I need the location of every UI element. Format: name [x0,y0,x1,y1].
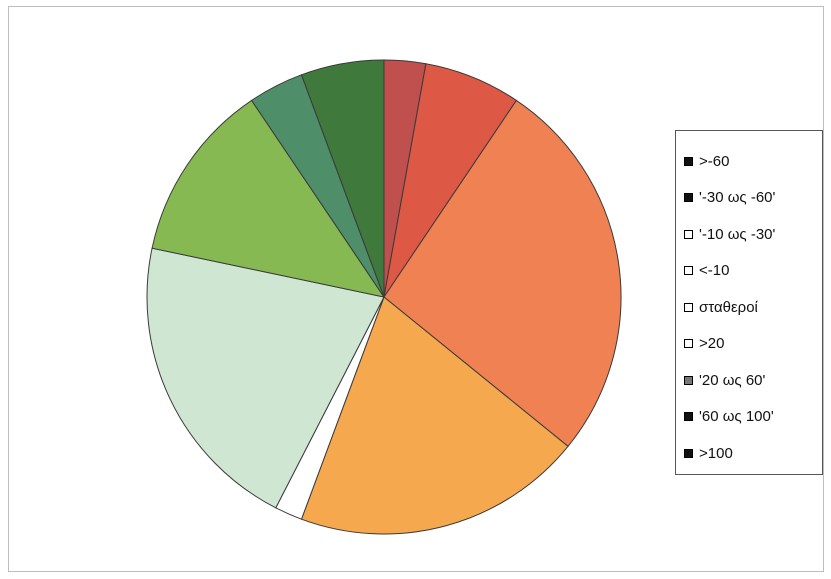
legend-swatch-1 [684,193,693,203]
legend-item-1: '-30 ως -60' [684,180,822,217]
legend-swatch-0 [684,156,693,166]
legend-item-0: >-60 [684,143,822,180]
legend-label-6: '20 ως 60' [699,371,766,389]
legend-swatch-5 [684,339,693,349]
legend-swatch-4 [684,302,693,312]
legend-label-0: >-60 [699,152,730,170]
legend-item-5: >20 [684,326,822,363]
pie-slice-3 [300,296,569,535]
pie-slice-2 [383,99,622,448]
legend-item-3: <-10 [684,253,822,290]
legend-label-8: >100 [699,444,733,462]
legend-swatch-2 [684,229,693,239]
legend-item-2: '-10 ως -30' [684,216,822,253]
legend-label-1: '-30 ως -60' [699,189,776,207]
legend-label-7: '60 ως 100' [699,408,774,426]
pie-slice-6 [151,99,386,298]
pie-slice-8 [300,59,385,298]
legend-item-4: σταθεροί [684,289,822,326]
chart-legend: >-60 '-30 ως -60' '-10 ως -30' <-10 σταθεροί… [675,130,823,475]
legend-label-2: '-10 ως -30' [699,225,776,243]
legend-item-6: '20 ως 60' [684,362,822,399]
legend-swatch-7 [684,412,693,422]
legend-label-3: <-10 [699,262,730,280]
legend-swatch-6 [684,375,693,385]
legend-label-5: >20 [699,335,725,353]
legend-label-4: σταθεροί [699,298,758,316]
legend-swatch-8 [684,448,693,458]
pie-slice-5 [146,247,385,509]
legend-item-8: >100 [684,435,822,472]
legend-swatch-3 [684,266,693,276]
legend-item-7: '60 ως 100' [684,399,822,436]
